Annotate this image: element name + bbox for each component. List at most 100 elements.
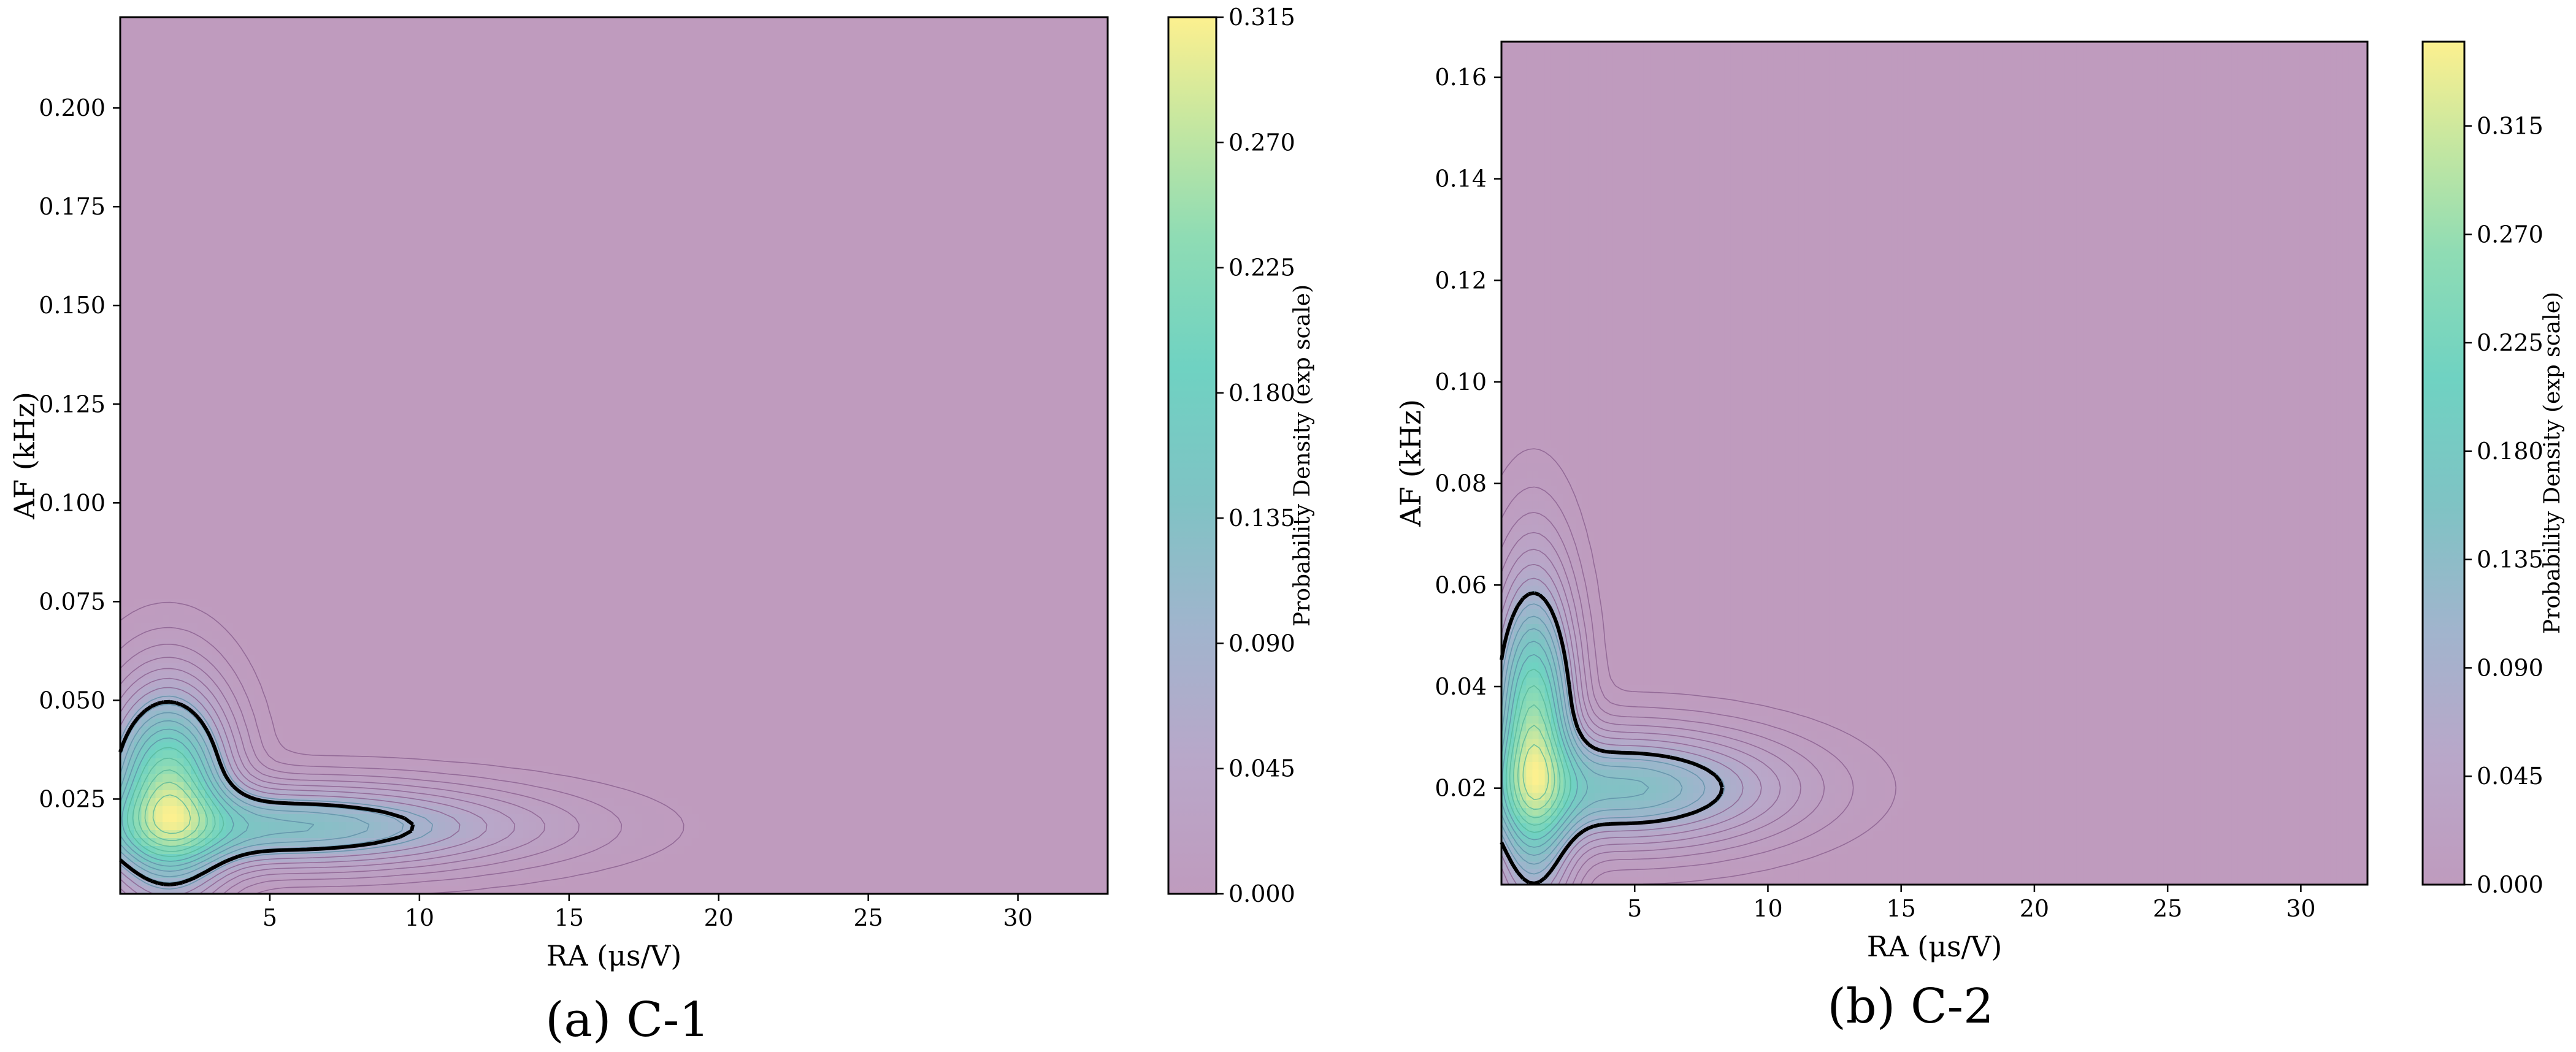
- density-cell: [339, 145, 347, 153]
- density-cell: [163, 17, 171, 26]
- density-cell: [776, 177, 784, 185]
- density-cell: [423, 65, 431, 74]
- density-cell: [381, 137, 389, 145]
- density-cell: [141, 208, 149, 217]
- density-cell: [924, 192, 932, 201]
- density-cell: [924, 65, 932, 74]
- density-cell: [282, 145, 290, 153]
- density-cell: [741, 73, 749, 82]
- density-cell: [1079, 216, 1087, 225]
- density-cell: [1065, 232, 1073, 241]
- density-cell: [1023, 57, 1031, 66]
- density-cell: [233, 153, 241, 161]
- density-cell: [346, 296, 354, 305]
- density-cell: [783, 81, 791, 90]
- density-cell: [840, 169, 848, 177]
- density-cell: [360, 208, 368, 217]
- density-cell: [205, 185, 213, 193]
- density-cell: [677, 57, 685, 66]
- density-cell: [727, 57, 735, 66]
- density-cell: [699, 248, 707, 257]
- density-cell: [840, 97, 848, 105]
- density-cell: [861, 49, 868, 58]
- density-cell: [310, 25, 318, 34]
- density-cell: [1009, 288, 1017, 297]
- density-cell: [945, 89, 953, 97]
- density-cell: [1023, 288, 1031, 297]
- density-cell: [459, 208, 467, 217]
- density-cell: [578, 192, 586, 201]
- density-cell: [811, 105, 819, 113]
- density-cell: [212, 25, 220, 34]
- density-cell: [120, 33, 128, 42]
- density-cell: [896, 49, 904, 58]
- density-cell: [240, 97, 248, 105]
- density-cell: [346, 169, 354, 177]
- density-cell: [191, 200, 199, 209]
- density-cell: [494, 208, 502, 217]
- density-cell: [240, 296, 248, 305]
- density-cell: [790, 41, 798, 50]
- density-cell: [148, 33, 156, 42]
- density-cell: [254, 65, 262, 74]
- density-cell: [875, 248, 883, 257]
- density-cell: [148, 145, 156, 153]
- density-cell: [854, 41, 862, 50]
- density-cell: [684, 288, 692, 297]
- density-cell: [741, 137, 749, 145]
- density-cell: [353, 73, 361, 82]
- density-cell: [755, 256, 763, 265]
- density-cell: [324, 280, 332, 289]
- density-cell: [846, 161, 854, 169]
- density-cell: [431, 129, 439, 137]
- density-cell: [1044, 73, 1052, 82]
- density-cell: [691, 248, 699, 257]
- density-cell: [409, 296, 417, 305]
- density-cell: [642, 264, 650, 273]
- density-cell: [282, 121, 290, 129]
- density-cell: [240, 224, 248, 233]
- density-cell: [854, 208, 862, 217]
- density-cell: [177, 105, 185, 113]
- density-cell: [635, 17, 643, 26]
- density-cell: [275, 169, 283, 177]
- density-cell: [592, 200, 600, 209]
- density-cell: [614, 216, 622, 225]
- density-cell: [529, 161, 537, 169]
- density-cell: [854, 49, 862, 58]
- density-cell: [1072, 264, 1080, 273]
- density-cell: [163, 137, 171, 145]
- density-cell: [924, 57, 932, 66]
- density-cell: [910, 208, 918, 217]
- density-cell: [522, 280, 530, 289]
- density-cell: [522, 105, 530, 113]
- density-cell: [339, 73, 347, 82]
- density-cell: [656, 105, 664, 113]
- density-cell: [1100, 240, 1108, 249]
- density-cell: [402, 185, 410, 193]
- density-cell: [1002, 216, 1010, 225]
- density-cell: [409, 208, 417, 217]
- density-cell: [762, 25, 770, 34]
- density-cell: [529, 33, 537, 42]
- density-cell: [169, 200, 177, 209]
- density-cell: [254, 105, 262, 113]
- density-cell: [1002, 105, 1010, 113]
- density-cell: [374, 208, 382, 217]
- density-cell: [261, 280, 269, 289]
- density-cell: [826, 185, 834, 193]
- density-cell: [917, 137, 925, 145]
- density-cell: [310, 161, 318, 169]
- density-cell: [642, 161, 650, 169]
- density-cell: [134, 216, 142, 225]
- density-cell: [395, 65, 403, 74]
- density-cell: [233, 145, 241, 153]
- density-cell: [755, 224, 763, 233]
- density-cell: [818, 272, 826, 281]
- density-cell: [367, 280, 375, 289]
- density-cell: [402, 216, 410, 225]
- density-cell: [346, 145, 354, 153]
- density-cell: [1030, 224, 1038, 233]
- density-cell: [797, 256, 805, 265]
- density-cell: [296, 224, 304, 233]
